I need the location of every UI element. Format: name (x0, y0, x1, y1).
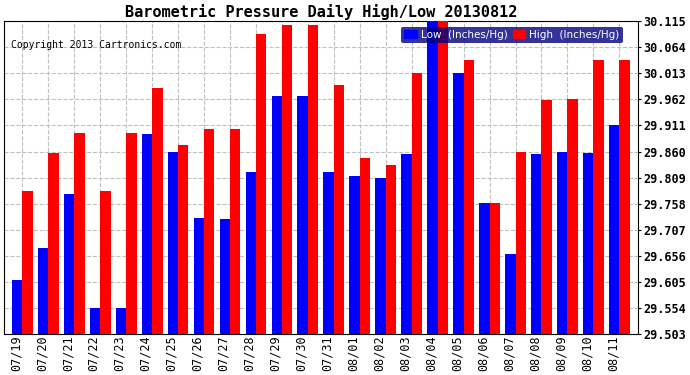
Bar (479, 202, 490, 334)
Bar (48, 153, 59, 334)
Bar (219, 219, 230, 334)
Bar (22, 191, 32, 334)
Bar (375, 178, 386, 334)
Bar (349, 176, 359, 334)
Bar (12, 280, 22, 334)
Bar (505, 254, 515, 334)
Bar (178, 145, 188, 334)
Bar (412, 74, 422, 334)
Text: Copyright 2013 Cartronics.com: Copyright 2013 Cartronics.com (10, 40, 181, 50)
Bar (567, 99, 578, 334)
Bar (593, 60, 604, 334)
Bar (308, 26, 318, 334)
Bar (75, 133, 85, 334)
Bar (100, 191, 110, 334)
Bar (256, 34, 266, 334)
Bar (90, 308, 100, 334)
Bar (490, 202, 500, 334)
Bar (402, 154, 412, 334)
Bar (272, 96, 282, 334)
Bar (515, 152, 526, 334)
Bar (609, 126, 620, 334)
Bar (464, 60, 474, 334)
Bar (230, 129, 240, 334)
Legend: Low  (Inches/Hg), High  (Inches/Hg): Low (Inches/Hg), High (Inches/Hg) (401, 27, 623, 43)
Bar (168, 152, 178, 334)
Bar (583, 153, 593, 334)
Bar (38, 248, 48, 334)
Bar (324, 172, 334, 334)
Bar (64, 194, 75, 334)
Bar (297, 96, 308, 334)
Bar (141, 134, 152, 334)
Bar (359, 158, 370, 334)
Bar (620, 60, 630, 334)
Bar (531, 154, 542, 334)
Bar (386, 165, 396, 334)
Bar (194, 218, 204, 334)
Bar (152, 88, 163, 334)
Bar (542, 100, 552, 334)
Bar (126, 133, 137, 334)
Title: Barometric Pressure Daily High/Low 20130812: Barometric Pressure Daily High/Low 20130… (125, 4, 517, 20)
Bar (334, 85, 344, 334)
Bar (246, 172, 256, 334)
Bar (437, 19, 448, 334)
Bar (427, 19, 437, 334)
Bar (557, 152, 567, 334)
Bar (453, 74, 464, 334)
Bar (282, 26, 293, 334)
Bar (204, 129, 215, 334)
Bar (116, 308, 126, 334)
